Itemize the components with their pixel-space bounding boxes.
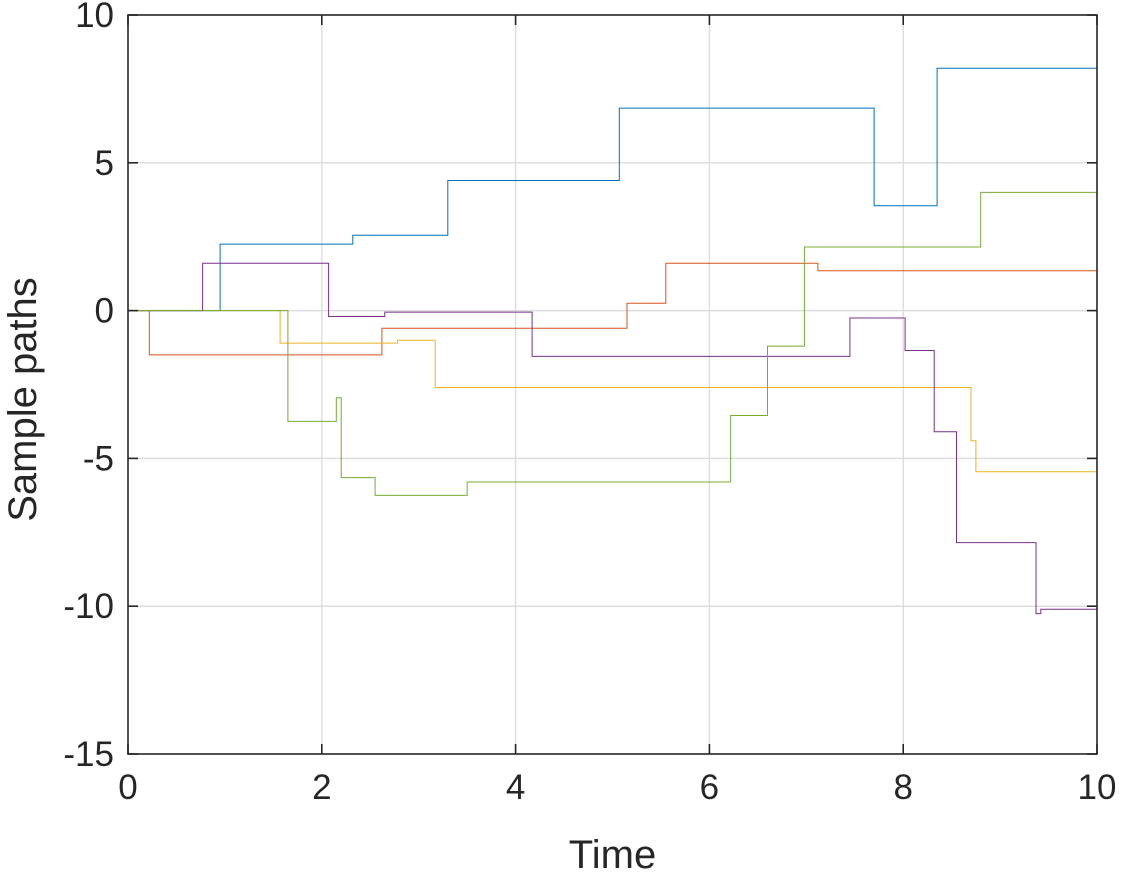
x-tick-label: 8 bbox=[893, 768, 912, 807]
series-line-2 bbox=[128, 262, 1097, 356]
y-tick-label: -15 bbox=[63, 735, 114, 774]
series-line-4 bbox=[128, 262, 1097, 615]
ticks: 0 2 4 6 8 10 -15 -10 -5 0 5 10 bbox=[63, 0, 1116, 807]
y-tick-label: 0 bbox=[95, 292, 114, 331]
y-tick-label: 10 bbox=[75, 0, 114, 35]
series-line-5 bbox=[128, 191, 1097, 496]
x-axis-title: Time bbox=[569, 833, 656, 874]
series-line-1 bbox=[128, 67, 1097, 312]
axes-box bbox=[127, 14, 1098, 755]
x-tick-label: 10 bbox=[1078, 768, 1117, 807]
y-tick-label: -10 bbox=[63, 587, 114, 626]
y-tick-label: -5 bbox=[83, 439, 114, 478]
series-line-3 bbox=[128, 310, 1097, 473]
y-tick-label: 5 bbox=[95, 144, 114, 183]
grid bbox=[128, 15, 1097, 754]
x-tick-label: 2 bbox=[312, 768, 331, 807]
y-axis-title: Sample paths bbox=[1, 277, 45, 522]
x-tick-label: 4 bbox=[506, 768, 525, 807]
x-tick-label: 0 bbox=[118, 768, 137, 807]
x-tick-label: 6 bbox=[700, 768, 719, 807]
series-layer bbox=[128, 67, 1097, 615]
